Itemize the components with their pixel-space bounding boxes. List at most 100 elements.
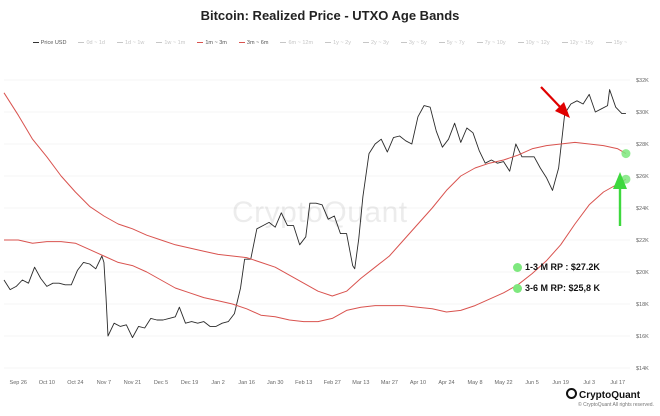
x-tick-label: Jun 5	[525, 380, 538, 386]
legend-item[interactable]: 15y ~	[605, 40, 628, 46]
legend-swatch-icon	[400, 42, 407, 44]
brand-name: CryptoQuant	[579, 390, 641, 401]
legend-label: 0d ~ 1d	[86, 40, 105, 46]
legend-swatch-icon	[438, 42, 445, 44]
y-tick-label: $20K	[636, 270, 649, 276]
x-tick-label: Nov 7	[97, 380, 111, 386]
x-tick-label: Feb 13	[295, 380, 312, 386]
legend-item[interactable]: 1m ~ 3m	[197, 40, 227, 46]
series-price-usd	[3, 89, 626, 339]
legend-label: 15y ~	[613, 40, 628, 46]
x-tick-label: May 22	[495, 380, 513, 386]
x-tick-label: Jul 3	[583, 380, 595, 386]
series-1m-3m	[3, 92, 627, 297]
legend-label: Price USD	[40, 40, 67, 46]
red-arrow-shaft	[540, 86, 562, 109]
x-tick-label: Jan 2	[211, 380, 224, 386]
legend-label: 1y ~ 2y	[333, 40, 351, 46]
y-axis-ticks: $32K $30K $28K $26K $24K $22K $20K $18K $16K $14K	[636, 78, 649, 372]
legend-swatch-icon	[197, 42, 204, 44]
legend-label: 12y ~ 15y	[569, 40, 594, 46]
brand-logo: CryptoQuant	[566, 388, 640, 401]
legend-label: 10y ~ 12y	[525, 40, 550, 46]
legend-label: 1m ~ 3m	[205, 40, 227, 46]
green-dot-icon	[513, 284, 522, 293]
legend-swatch-icon	[325, 42, 332, 44]
legend-item[interactable]: 0d ~ 1d	[78, 40, 105, 46]
x-tick-label: Dec 19	[181, 380, 198, 386]
legend-label: 2y ~ 3y	[370, 40, 389, 46]
legend-item[interactable]: 1w ~ 1m	[156, 40, 185, 46]
y-gridlines	[4, 79, 630, 369]
y-tick-label: $26K	[636, 174, 649, 180]
legend-item[interactable]: 1y ~ 2y	[325, 40, 351, 46]
legend-item[interactable]: 6m ~ 12m	[280, 40, 313, 46]
legend-label: 1w ~ 1m	[164, 40, 186, 46]
legend-swatch-icon	[561, 42, 568, 44]
x-tick-label: Oct 10	[39, 380, 55, 386]
legend-label: 1d ~ 1w	[124, 40, 145, 46]
legend-swatch-icon	[78, 42, 85, 44]
annotation-markers	[540, 86, 631, 226]
annotation-1-3m: 1-3 M RP : $27.2K	[513, 262, 600, 272]
y-tick-label: $22K	[636, 238, 649, 244]
x-tick-label: May 8	[468, 380, 483, 386]
legend-item[interactable]: Price USD	[32, 40, 67, 46]
y-tick-label: $18K	[636, 302, 649, 308]
legend-swatch-icon	[32, 42, 39, 44]
x-tick-label: Oct 24	[67, 380, 83, 386]
x-tick-label: Mar 13	[352, 380, 369, 386]
copyright-text: © CryptoQuant All rights reserved.	[578, 402, 654, 408]
chart-title: Bitcoin: Realized Price - UTXO Age Bands	[200, 8, 460, 23]
legend-item[interactable]: 12y ~ 15y	[561, 40, 594, 46]
chart-legend: Price USD 0d ~ 1d 1d ~ 1w 1w ~ 1m 1m ~ 3m 3m …	[0, 40, 660, 46]
y-tick-label: $30K	[636, 110, 649, 116]
series-3m-6m	[4, 178, 627, 323]
green-dot-icon	[513, 263, 522, 272]
red-arrow-head	[555, 102, 570, 118]
legend-swatch-icon	[476, 42, 483, 44]
y-tick-label: $16K	[636, 334, 649, 340]
end-dot-1m-3m	[621, 149, 631, 159]
cryptoquant-logo-icon	[566, 388, 577, 399]
x-tick-label: Sep 26	[10, 380, 27, 386]
x-tick-label: Mar 27	[381, 380, 398, 386]
x-tick-label: Jun 19	[552, 380, 569, 386]
x-tick-label: Nov 21	[124, 380, 141, 386]
legend-swatch-icon	[605, 42, 612, 44]
y-tick-label: $28K	[636, 142, 649, 148]
x-tick-label: Apr 10	[410, 380, 426, 386]
legend-swatch-icon	[362, 42, 369, 44]
legend-swatch-icon	[517, 42, 524, 44]
legend-item[interactable]: 3m ~ 6m	[238, 40, 268, 46]
y-tick-label: $14K	[636, 366, 649, 372]
legend-label: 5y ~ 7y	[446, 40, 465, 46]
series-lines	[3, 89, 627, 339]
x-tick-label: Dec 5	[154, 380, 168, 386]
annotation-1-3m-text: 1-3 M RP : $27.2K	[525, 262, 600, 272]
legend-item[interactable]: 7y ~ 10y	[476, 40, 506, 46]
legend-item[interactable]: 5y ~ 7y	[438, 40, 465, 46]
legend-swatch-icon	[156, 42, 163, 44]
y-tick-label: $32K	[636, 78, 649, 84]
legend-item[interactable]: 1d ~ 1w	[116, 40, 145, 46]
legend-item[interactable]: 10y ~ 12y	[517, 40, 550, 46]
x-axis-ticks: Sep 26 Oct 10 Oct 24 Nov 7 Nov 21 Dec 5 Dec 19…	[10, 380, 626, 386]
legend-label: 3y ~ 5y	[408, 40, 427, 46]
legend-swatch-icon	[116, 42, 123, 44]
legend-swatch-icon	[238, 42, 245, 44]
legend-swatch-icon	[280, 42, 287, 44]
x-tick-label: Apr 24	[438, 380, 454, 386]
annotation-3-6m: 3-6 M RP: $25,8 K	[513, 283, 600, 293]
x-tick-label: Jan 16	[238, 380, 255, 386]
x-tick-label: Jul 17	[610, 380, 625, 386]
green-arrow-head	[613, 172, 627, 189]
legend-label: 6m ~ 12m	[288, 40, 314, 46]
watermark: CryptoQuant	[232, 196, 408, 229]
legend-item[interactable]: 3y ~ 5y	[400, 40, 427, 46]
annotation-3-6m-text: 3-6 M RP: $25,8 K	[525, 283, 601, 293]
legend-item[interactable]: 2y ~ 3y	[362, 40, 389, 46]
x-tick-label: Feb 27	[324, 380, 341, 386]
legend-label: 7y ~ 10y	[484, 40, 506, 46]
